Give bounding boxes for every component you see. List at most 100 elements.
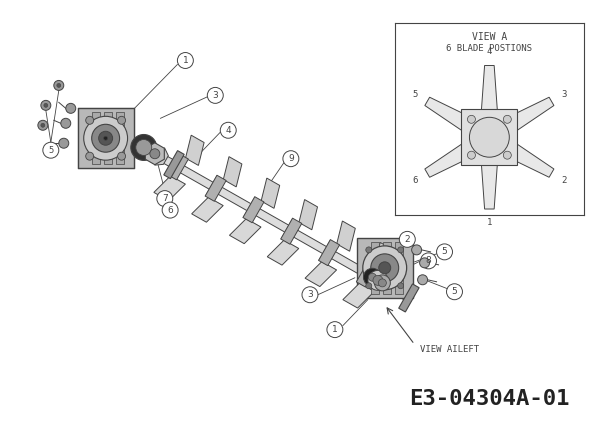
Circle shape <box>363 246 407 290</box>
Text: VIEW AILEFT: VIEW AILEFT <box>419 345 479 354</box>
Polygon shape <box>261 178 280 208</box>
Polygon shape <box>371 242 379 294</box>
Circle shape <box>136 139 152 156</box>
Polygon shape <box>281 218 302 244</box>
Circle shape <box>467 151 475 159</box>
Polygon shape <box>164 151 184 179</box>
Circle shape <box>374 275 391 291</box>
Circle shape <box>66 103 76 113</box>
Polygon shape <box>223 156 242 187</box>
Polygon shape <box>461 109 517 165</box>
Polygon shape <box>481 65 497 110</box>
Polygon shape <box>167 154 188 180</box>
Circle shape <box>418 275 428 285</box>
Circle shape <box>412 245 422 255</box>
Text: 5: 5 <box>452 287 457 296</box>
Circle shape <box>398 247 404 253</box>
Polygon shape <box>155 148 169 165</box>
Circle shape <box>54 81 64 90</box>
Text: 4: 4 <box>226 126 231 135</box>
Circle shape <box>373 276 383 285</box>
Polygon shape <box>337 221 355 251</box>
Circle shape <box>482 130 496 144</box>
Polygon shape <box>509 144 554 177</box>
Circle shape <box>368 271 388 290</box>
Circle shape <box>283 151 299 167</box>
Text: 5: 5 <box>48 146 53 155</box>
Polygon shape <box>267 240 299 265</box>
Circle shape <box>131 134 157 160</box>
Text: 6 BLADE POSTIONS: 6 BLADE POSTIONS <box>446 44 532 53</box>
Circle shape <box>38 120 48 130</box>
Polygon shape <box>374 243 393 273</box>
Text: 6: 6 <box>412 176 418 184</box>
Polygon shape <box>92 112 100 164</box>
Polygon shape <box>205 175 226 201</box>
Circle shape <box>150 149 160 159</box>
Circle shape <box>398 283 404 289</box>
Text: 4: 4 <box>487 47 492 56</box>
Text: 7: 7 <box>162 194 167 203</box>
Circle shape <box>487 135 492 140</box>
Circle shape <box>366 283 372 289</box>
Polygon shape <box>356 261 377 287</box>
Circle shape <box>371 254 398 282</box>
Text: VIEW A: VIEW A <box>472 31 507 42</box>
Polygon shape <box>116 112 124 164</box>
Text: 3: 3 <box>212 91 218 100</box>
Circle shape <box>178 53 193 68</box>
Circle shape <box>379 262 391 274</box>
Text: 9: 9 <box>288 154 294 163</box>
Text: 1: 1 <box>332 325 338 334</box>
Polygon shape <box>399 284 419 312</box>
Circle shape <box>446 284 463 300</box>
Polygon shape <box>145 143 164 165</box>
Circle shape <box>366 247 372 253</box>
Polygon shape <box>78 109 134 168</box>
Circle shape <box>118 116 125 124</box>
Circle shape <box>61 118 71 128</box>
Circle shape <box>84 116 128 160</box>
Polygon shape <box>383 242 391 294</box>
Polygon shape <box>343 283 374 308</box>
Polygon shape <box>395 242 403 294</box>
Circle shape <box>157 191 173 206</box>
Circle shape <box>469 117 509 157</box>
Polygon shape <box>185 135 204 165</box>
Circle shape <box>44 103 48 107</box>
Polygon shape <box>305 262 337 287</box>
Circle shape <box>43 142 59 158</box>
Circle shape <box>379 279 386 287</box>
Polygon shape <box>357 238 413 298</box>
Circle shape <box>503 115 511 123</box>
Polygon shape <box>154 176 185 201</box>
Polygon shape <box>319 240 340 266</box>
Circle shape <box>98 131 113 145</box>
Circle shape <box>419 258 430 268</box>
Polygon shape <box>481 164 497 209</box>
Polygon shape <box>104 112 112 164</box>
Circle shape <box>421 253 436 269</box>
Circle shape <box>41 123 45 127</box>
Text: 6: 6 <box>167 206 173 215</box>
Circle shape <box>59 138 69 148</box>
Polygon shape <box>425 144 470 177</box>
Circle shape <box>104 136 107 140</box>
Circle shape <box>92 124 119 152</box>
Text: 3: 3 <box>561 90 566 99</box>
Circle shape <box>368 273 376 281</box>
Text: 8: 8 <box>425 257 431 265</box>
Circle shape <box>86 152 94 160</box>
Circle shape <box>476 124 502 150</box>
Circle shape <box>503 151 511 159</box>
Circle shape <box>437 244 452 260</box>
Circle shape <box>208 87 223 103</box>
Text: 2: 2 <box>404 235 410 244</box>
Polygon shape <box>243 197 264 223</box>
Circle shape <box>57 84 61 87</box>
Circle shape <box>467 115 475 123</box>
Polygon shape <box>125 134 413 303</box>
Circle shape <box>327 322 343 338</box>
Text: 5: 5 <box>442 247 448 257</box>
Text: 3: 3 <box>307 290 313 299</box>
